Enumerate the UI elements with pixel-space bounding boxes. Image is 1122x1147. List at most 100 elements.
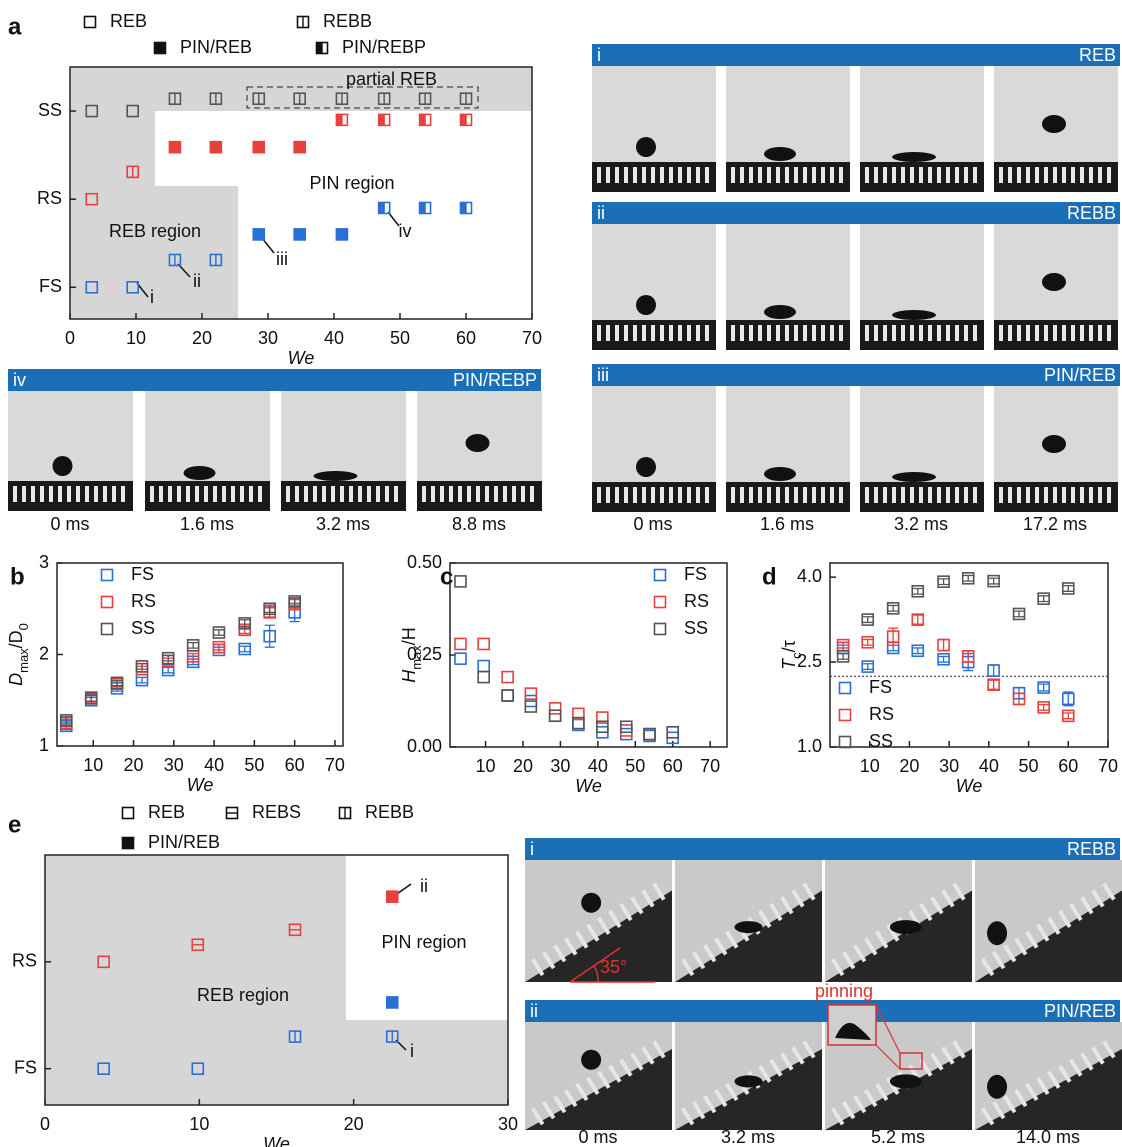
pillar-gap bbox=[458, 486, 462, 502]
photo-frame bbox=[525, 1022, 672, 1130]
pillar-gap bbox=[615, 167, 619, 183]
legend-marker bbox=[123, 808, 134, 819]
time-label: 0 ms bbox=[633, 514, 672, 534]
marker-box bbox=[455, 653, 466, 664]
photo-header-title: REB bbox=[1079, 45, 1116, 65]
pillar-gap bbox=[731, 487, 735, 503]
error-bar bbox=[939, 579, 949, 585]
photo-frame bbox=[726, 224, 850, 350]
pillar-gap bbox=[794, 487, 798, 503]
marker-box bbox=[840, 683, 851, 694]
marker bbox=[387, 997, 398, 1008]
pillar-gap bbox=[1008, 325, 1012, 341]
annotation: iv bbox=[399, 221, 412, 241]
x-tick-label: 40 bbox=[324, 328, 344, 348]
photo-frame bbox=[860, 224, 984, 350]
pillar-gap bbox=[937, 167, 941, 183]
pinning-note: pinning bbox=[815, 981, 873, 1001]
pillar-gap bbox=[687, 167, 691, 183]
pillar-gap bbox=[76, 486, 80, 502]
error-bar bbox=[863, 639, 873, 645]
pillar-gap bbox=[919, 167, 923, 183]
pillar-gap bbox=[1062, 487, 1066, 503]
pillar-gap bbox=[1098, 325, 1102, 341]
marker-box bbox=[840, 710, 851, 721]
marker bbox=[455, 653, 466, 664]
x-tick-label: 0 bbox=[65, 328, 75, 348]
droplet bbox=[466, 434, 490, 452]
x-tick-label: 50 bbox=[625, 756, 645, 776]
pillar-gap bbox=[624, 487, 628, 503]
photo-frame bbox=[525, 860, 672, 982]
marker-fill bbox=[387, 891, 398, 902]
photo-header bbox=[592, 364, 1120, 386]
x-tick-label: 70 bbox=[522, 328, 542, 348]
pillar-gap bbox=[928, 487, 932, 503]
time-label: 8.8 ms bbox=[452, 514, 506, 534]
marker-fill bbox=[169, 142, 180, 153]
pillar-gap bbox=[830, 487, 834, 503]
pillar-gap bbox=[812, 325, 816, 341]
marker bbox=[455, 576, 466, 587]
legend-marker bbox=[102, 624, 113, 635]
droplet bbox=[764, 305, 796, 319]
y-tick-label: RS bbox=[12, 951, 37, 971]
pillar-gap bbox=[349, 486, 353, 502]
pillar-gap bbox=[660, 325, 664, 341]
photo-header-label: ii bbox=[530, 1001, 538, 1021]
droplet bbox=[892, 472, 936, 482]
legend-marker bbox=[655, 624, 666, 635]
error-bar bbox=[939, 656, 949, 662]
photo-frame bbox=[860, 386, 984, 512]
x-tick-label: 60 bbox=[456, 328, 476, 348]
pillar-gap bbox=[705, 167, 709, 183]
pillar-gap bbox=[1008, 167, 1012, 183]
pillar-gap bbox=[696, 325, 700, 341]
marker-box bbox=[102, 624, 113, 635]
pillar-gap bbox=[67, 486, 71, 502]
legend-marker bbox=[298, 17, 309, 28]
pillar-gap bbox=[85, 486, 89, 502]
x-tick-label: 20 bbox=[513, 756, 533, 776]
marker-fill bbox=[420, 202, 426, 213]
annotation: PIN region bbox=[381, 932, 466, 952]
pillar-gap bbox=[749, 487, 753, 503]
marker-fill bbox=[420, 114, 426, 125]
x-tick-label: 10 bbox=[189, 1114, 209, 1134]
legend-label: RS bbox=[869, 704, 894, 724]
pillar-gap bbox=[937, 325, 941, 341]
x-tick-label: 10 bbox=[476, 756, 496, 776]
marker-fill bbox=[461, 114, 467, 125]
pillar-gap bbox=[776, 487, 780, 503]
pillar-gap bbox=[964, 487, 968, 503]
droplet bbox=[987, 921, 1007, 945]
pillar-gap bbox=[794, 325, 798, 341]
photo-frame bbox=[860, 66, 984, 192]
marker-fill bbox=[336, 114, 342, 125]
pillar-gap bbox=[928, 325, 932, 341]
droplet bbox=[892, 310, 936, 320]
legend-label: REB bbox=[148, 802, 185, 822]
pillar-gap bbox=[749, 167, 753, 183]
error-bar bbox=[939, 639, 949, 650]
pillar-gap bbox=[476, 486, 480, 502]
annotation: partial REB bbox=[346, 69, 437, 89]
droplet bbox=[764, 147, 796, 161]
pillar-gap bbox=[49, 486, 53, 502]
pillar-gap bbox=[512, 486, 516, 502]
pillar-gap bbox=[839, 325, 843, 341]
pillar-gap bbox=[1017, 487, 1021, 503]
photo-frame bbox=[726, 386, 850, 512]
pillar-gap bbox=[749, 325, 753, 341]
y-tick-label: SS bbox=[38, 100, 62, 120]
droplet bbox=[314, 471, 358, 481]
marker bbox=[502, 690, 513, 701]
pillar-gap bbox=[964, 325, 968, 341]
legend-marker bbox=[655, 570, 666, 581]
error-bar bbox=[214, 630, 224, 635]
pillar-gap bbox=[892, 487, 896, 503]
legend-marker bbox=[655, 597, 666, 608]
pillar-gap bbox=[204, 486, 208, 502]
x-tick-label: 30 bbox=[550, 756, 570, 776]
pillar-gap bbox=[1089, 487, 1093, 503]
